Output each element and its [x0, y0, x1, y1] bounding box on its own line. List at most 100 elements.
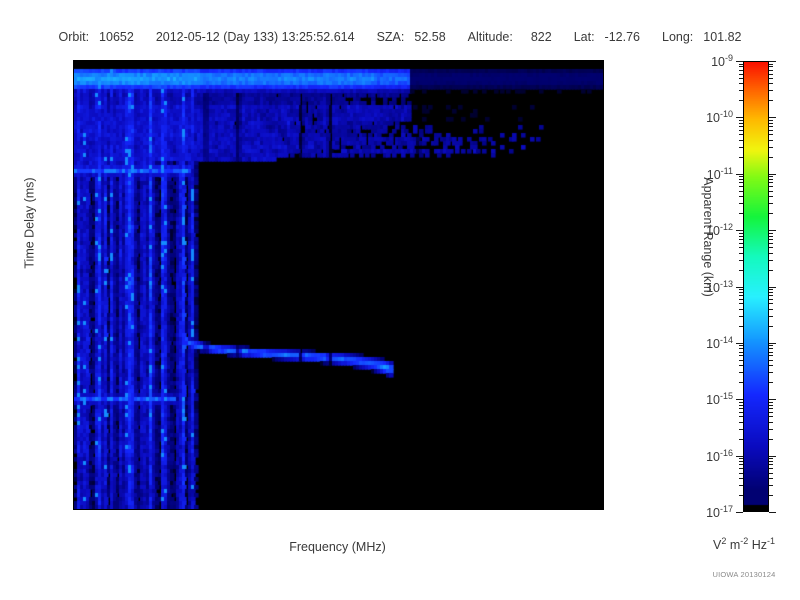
colorbar-tick-minor-right [769, 421, 773, 423]
y-right-tick-major [603, 141, 604, 142]
colorbar-tick-minor [739, 299, 743, 300]
colorbar-tick-minor-right [769, 303, 773, 305]
colorbar-tick-minor [739, 252, 743, 254]
altitude-value: 822 [530, 30, 552, 44]
colorbar-tick-major-right [769, 173, 776, 175]
long-label: Long: [662, 30, 694, 44]
x-tick-minor [574, 509, 575, 510]
y-left-tick-minor [73, 169, 74, 170]
y-left-tick-major [73, 241, 74, 242]
y-left-tick-minor [73, 494, 74, 495]
colorbar-tick-minor-right [769, 401, 773, 403]
colorbar-tick-minor-right [769, 351, 773, 353]
colorbar-tick-minor [739, 235, 743, 237]
colorbar-tick-major [736, 455, 743, 457]
colorbar-tick-minor [739, 77, 743, 79]
colorbar-tick-minor [739, 63, 743, 65]
x-tick-minor [250, 509, 251, 510]
colorbar-tick-major-right [769, 399, 776, 401]
colorbar-tick-minor-right [769, 238, 773, 240]
colorbar-tick-minor [739, 295, 743, 297]
colorbar-tick-minor [739, 303, 743, 305]
x-tick-minor [182, 509, 183, 510]
colorbar-tick-minor [739, 146, 743, 148]
x-tick-minor [94, 509, 95, 510]
colorbar-tick-minor [739, 411, 743, 413]
colorbar-tick-minor-right [769, 468, 773, 470]
colorbar-tick-minor [739, 190, 743, 192]
y-left-tick-minor [73, 229, 74, 230]
colorbar-tick-minor [739, 325, 743, 327]
y-left-tick-minor [73, 398, 74, 399]
colorbar-tick-minor-right [769, 100, 773, 102]
colorbar-tick-label: 10-11 [706, 165, 733, 182]
colorbar-tick-minor-right [769, 269, 773, 271]
y-left-tick-major [73, 121, 74, 122]
colorbar-tick-minor-right [769, 156, 773, 158]
y-right-tick-major [603, 302, 604, 303]
colorbar-tick-minor [739, 179, 743, 181]
colorbar-tick-minor [739, 401, 743, 403]
colorbar-tick-minor-right [769, 146, 773, 148]
colorbar-tick-major [736, 286, 743, 288]
colorbar-tick-minor-right [769, 485, 773, 487]
colorbar-tick-minor [739, 382, 743, 384]
x-tick-major [162, 509, 163, 510]
x-tick-minor [211, 509, 212, 510]
y-left-tick-minor [73, 85, 74, 86]
colorbar-tick-minor [739, 458, 743, 460]
colorbar-tick-minor [739, 73, 743, 75]
colorbar-tick-minor-right [769, 203, 773, 205]
colorbar-tick-minor-right [769, 345, 773, 347]
colorbar-tick-minor-right [769, 495, 773, 497]
colorbar-tick-minor [739, 315, 743, 317]
colorbar-tick-minor-right [769, 299, 773, 300]
unit-hertz-exponent: -1 [767, 536, 776, 546]
x-tick-major [260, 509, 261, 510]
colorbar-tick-minor [739, 291, 743, 293]
colorbar-tick-minor-right [769, 139, 773, 141]
colorbar-tick-minor-right [769, 464, 773, 466]
y-right-tick-minor [603, 502, 604, 503]
x-tick-minor [466, 509, 467, 510]
sza-value: 52.58 [414, 30, 446, 44]
colorbar-tick-minor-right [769, 69, 773, 71]
x-tick-minor [583, 509, 584, 510]
y-left-tick-minor [73, 470, 74, 471]
y-right-tick-minor [603, 181, 604, 182]
colorbar-tick-minor-right [769, 428, 773, 430]
colorbar-tick-minor-right [769, 458, 773, 460]
x-tick-minor [241, 509, 242, 510]
x-tick-minor [113, 509, 114, 510]
colorbar-tick-minor-right [769, 179, 773, 181]
y-right-tick-major [603, 382, 604, 383]
colorbar-tick-minor [739, 90, 743, 92]
x-tick-minor [525, 509, 526, 510]
colorbar-tick-minor [739, 129, 743, 131]
colorbar-tick-major-right [769, 512, 776, 513]
colorbar-tick-minor [739, 186, 743, 188]
colorbar-tick-label: 10-9 [711, 52, 733, 70]
unit-hertz: Hz [748, 538, 767, 553]
colorbar-tick-minor [739, 421, 743, 423]
colorbar-tick-major-right [769, 61, 776, 62]
y-left-tick-minor [73, 97, 74, 98]
colorbar-tick-minor [739, 119, 743, 121]
x-tick-minor [192, 509, 193, 510]
y-right-tick-major [603, 61, 604, 62]
x-tick-minor [309, 509, 310, 510]
colorbar-tick-minor [739, 213, 743, 215]
colorbar-tick-major-right [769, 286, 776, 288]
colorbar-tick-minor [739, 478, 743, 480]
y-left-tick-minor [73, 326, 74, 327]
y-left-tick-minor [73, 109, 74, 110]
y-right-tick-minor [603, 101, 604, 102]
colorbar-tick-major [736, 399, 743, 401]
colorbar-tick-minor [739, 404, 743, 406]
colorbar-tick-major-right [769, 342, 776, 344]
ionogram-plot-area: 0.1.2.3.4.5.6.7.0.200.400.600.800.1000.1… [73, 60, 604, 510]
y-left-tick-minor [73, 205, 74, 206]
colorbar: 10-9 10-10 10-11 10-12 10-13 10-14 10-15 10-16 1… [706, 53, 776, 520]
colorbar-tick-minor-right [769, 73, 773, 75]
x-tick-minor [378, 509, 379, 510]
